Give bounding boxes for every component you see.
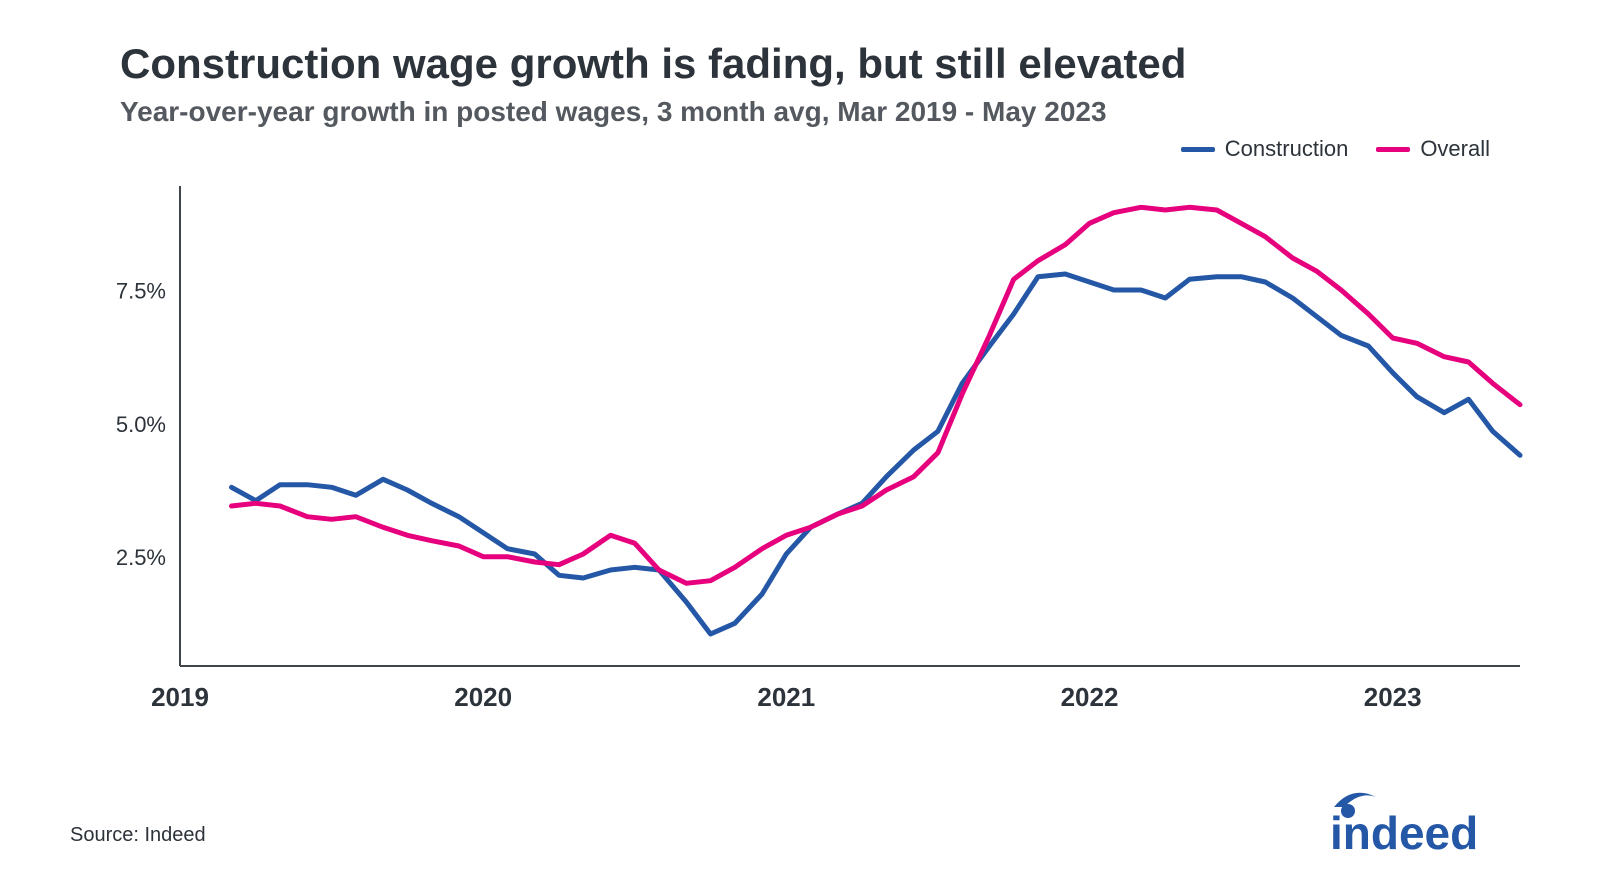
x-tick-0: 2019 — [151, 682, 209, 712]
legend: Construction Overall — [70, 136, 1530, 162]
series-overall — [232, 207, 1521, 583]
chart-page: Construction wage growth is fading, but … — [0, 0, 1600, 873]
chart-title: Construction wage growth is fading, but … — [120, 40, 1530, 88]
y-tick-2: 7.5% — [116, 279, 166, 304]
chart-subtitle: Year-over-year growth in posted wages, 3… — [120, 96, 1530, 128]
y-tick-1: 5.0% — [116, 412, 166, 437]
indeed-logo-text: indeed — [1330, 807, 1478, 857]
legend-label-construction: Construction — [1225, 136, 1349, 162]
x-tick-3: 2022 — [1061, 682, 1119, 712]
source-label: Source: Indeed — [70, 824, 206, 847]
legend-item-overall: Overall — [1376, 136, 1490, 162]
x-tick-2: 2021 — [757, 682, 815, 712]
legend-item-construction: Construction — [1181, 136, 1349, 162]
chart-svg: 2.5% 5.0% 7.5% 2019 2020 2021 2022 2023 — [70, 166, 1530, 736]
indeed-logo: indeed — [1330, 787, 1530, 857]
x-tick-4: 2023 — [1364, 682, 1422, 712]
legend-swatch-overall — [1376, 147, 1410, 152]
y-tick-0: 2.5% — [116, 545, 166, 570]
series-construction — [232, 274, 1521, 634]
indeed-logo-svg: indeed — [1330, 787, 1530, 857]
chart-plot-area: 2.5% 5.0% 7.5% 2019 2020 2021 2022 2023 — [70, 166, 1530, 736]
legend-swatch-construction — [1181, 147, 1215, 152]
x-tick-1: 2020 — [454, 682, 512, 712]
legend-label-overall: Overall — [1420, 136, 1490, 162]
